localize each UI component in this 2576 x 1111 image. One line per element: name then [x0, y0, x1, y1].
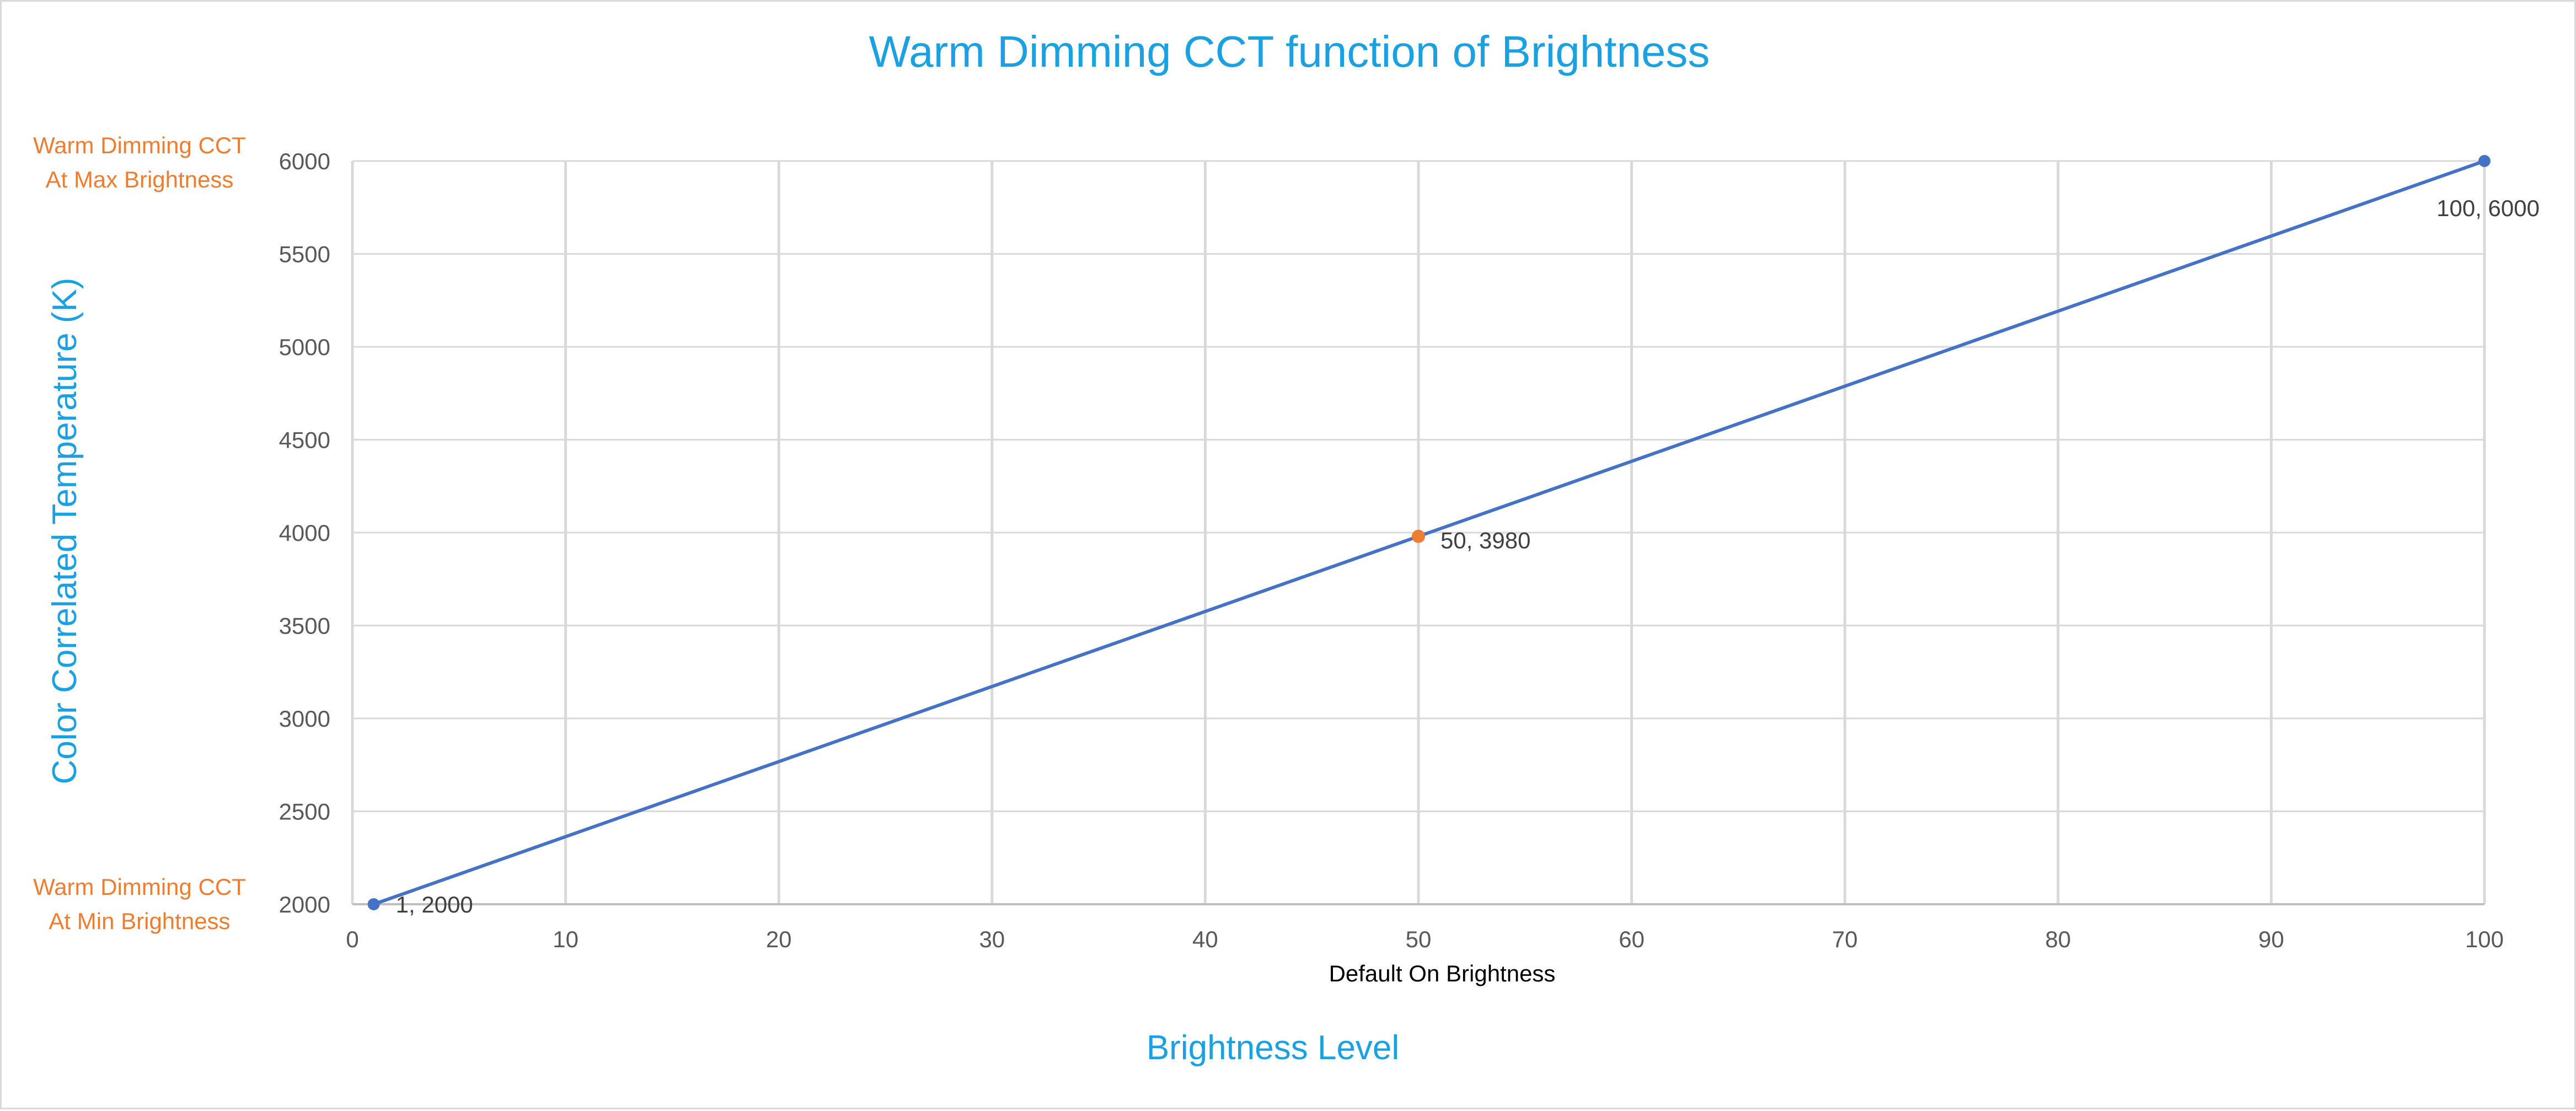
grid-layer [351, 160, 2486, 905]
series-layer [367, 155, 2491, 910]
y-tick-label-3500: 3500 [279, 613, 330, 639]
data-label-0-1: 100, 6000 [2436, 195, 2540, 221]
annotation-min-brightness: Warm Dimming CCT At Min Brightness [33, 874, 246, 934]
y-tick-label-5000: 5000 [279, 334, 330, 360]
highlight-point-label: 50, 3980 [1440, 528, 1531, 554]
x-tick-label-80: 80 [2045, 926, 2071, 952]
highlight-point [1412, 529, 1425, 543]
x-tick-label-100: 100 [2465, 926, 2504, 952]
data-label-layer: 1, 2000 100, 6000 50, 3980 [396, 195, 2540, 917]
x-tick-label-10: 10 [553, 926, 579, 952]
y-tick-label-2000: 2000 [279, 892, 330, 917]
annotation-min-line1: Warm Dimming CCT [33, 874, 246, 900]
x-tick-label-30: 30 [979, 926, 1005, 952]
series-point-0-1 [2478, 155, 2491, 167]
data-label-0-0: 1, 2000 [396, 892, 473, 917]
x-axis-title: Brightness Level [1147, 1029, 1399, 1067]
x-tick-label-60: 60 [1619, 926, 1645, 952]
x-tick-label-90: 90 [2258, 926, 2284, 952]
y-tick-label-5500: 5500 [279, 241, 330, 267]
y-tick-label-4000: 4000 [279, 520, 330, 546]
y-tick-label-6000: 6000 [279, 148, 330, 174]
y-tick-label-4500: 4500 [279, 427, 330, 453]
y-tick-labels: 2000 2500 3000 3500 4000 4500 5000 5500 6000 [279, 148, 330, 917]
x-tick-label-70: 70 [1832, 926, 1858, 952]
series-line-0 [373, 159, 2485, 906]
annotation-min-line2: At Min Brightness [49, 908, 230, 934]
annotation-max-line1: Warm Dimming CCT [33, 132, 246, 158]
x-tick-label-0: 0 [346, 926, 358, 952]
chart-title: Warm Dimming CCT function of Brightness [869, 27, 1710, 76]
x-tick-label-40: 40 [1192, 926, 1218, 952]
x-tick-label-20: 20 [766, 926, 792, 952]
y-tick-label-3000: 3000 [279, 706, 330, 732]
x-tick-label-50: 50 [1406, 926, 1432, 952]
y-axis-title: Color Correlated Temperature (K) [46, 278, 84, 785]
annotation-max-brightness: Warm Dimming CCT At Max Brightness [33, 132, 246, 192]
x-axis-sublabel: Default On Brightness [1329, 960, 1556, 986]
x-tick-labels: 0 10 20 30 40 50 60 70 80 90 100 [346, 926, 2504, 952]
y-tick-label-2500: 2500 [279, 799, 330, 825]
series-point-0-0 [367, 898, 380, 910]
annotation-max-line2: At Max Brightness [46, 167, 234, 192]
